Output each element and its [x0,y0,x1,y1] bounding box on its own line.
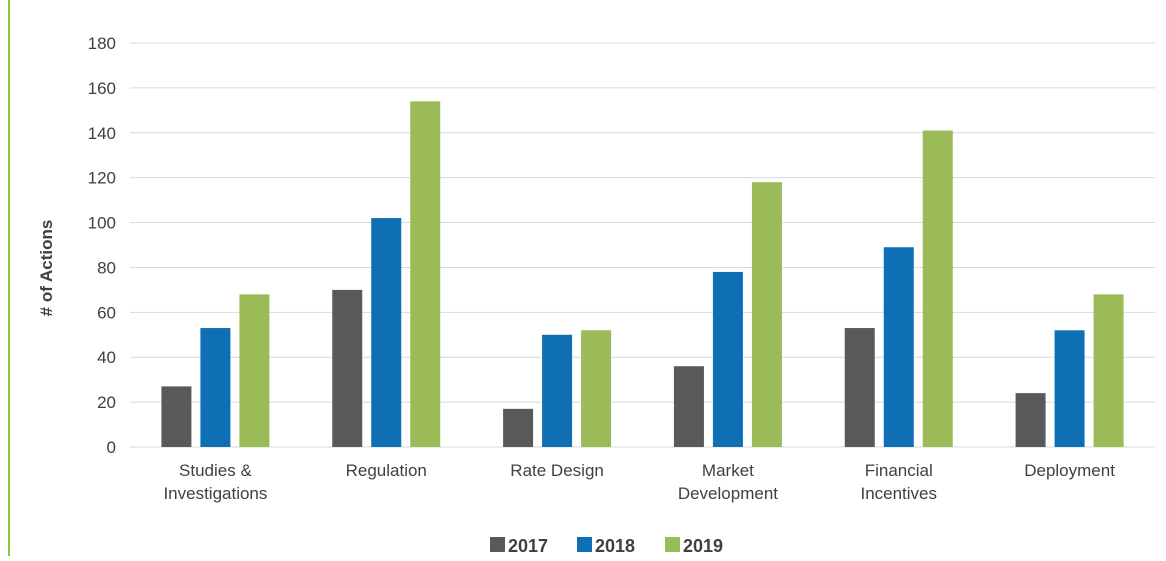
y-axis-label: # of Actions [37,220,56,317]
y-tick-label: 40 [97,348,116,367]
bars [161,101,1124,448]
legend: 2017 2018 2019 [490,536,723,556]
bar-2019-5 [1093,294,1124,447]
x-tick-label: Financial [865,461,933,480]
bar-2017-5 [1015,393,1046,447]
x-tick-label: Regulation [346,461,427,480]
bar-2018-2 [542,334,573,447]
x-tick-label: Deployment [1024,461,1115,480]
x-tick-label: Incentives [860,484,937,503]
left-accent-rule [8,0,10,556]
x-tick-label: Studies & [179,461,252,480]
legend-label: 2019 [683,536,723,556]
bar-2018-0 [200,328,231,447]
y-tick-label: 80 [97,258,116,277]
legend-swatch [490,537,505,552]
bar-2017-0 [161,386,192,447]
x-tick-labels: Studies & Investigations Regulation Rate De… [163,461,1115,503]
y-tick-label: 180 [88,34,116,53]
y-tick-label: 160 [88,79,116,98]
legend-swatch [665,537,680,552]
y-tick-label: 120 [88,169,116,188]
legend-label: 2018 [595,536,635,556]
bar-2017-3 [673,366,704,447]
legend-item-2018: 2018 [577,536,635,556]
y-tick-labels: 0 20 40 60 80 100 120 140 160 180 [88,34,116,457]
bar-2017-2 [503,408,534,447]
y-tick-label: 0 [107,438,116,457]
bar-2018-3 [712,271,743,447]
bar-2018-4 [883,247,914,447]
x-tick-label: Rate Design [510,461,604,480]
bar-2019-4 [922,130,953,448]
y-tick-label: 140 [88,124,116,143]
bar-2019-2 [581,330,612,447]
legend-swatch [577,537,592,552]
bar-2019-3 [751,182,782,447]
bar-2018-1 [371,218,402,447]
x-tick-label: Investigations [163,484,267,503]
bar-2017-4 [844,328,875,447]
legend-label: 2017 [508,536,548,556]
x-tick-label: Development [678,484,778,503]
y-tick-label: 60 [97,303,116,322]
bar-2018-5 [1054,330,1085,447]
y-tick-label: 20 [97,393,116,412]
bar-2019-1 [410,101,441,447]
bar-2017-1 [332,289,363,447]
legend-item-2019: 2019 [665,536,723,556]
x-tick-label: Market [702,461,754,480]
gridlines [130,42,1155,448]
y-tick-label: 100 [88,214,116,233]
bar-2019-0 [239,294,270,447]
legend-item-2017: 2017 [490,536,548,556]
